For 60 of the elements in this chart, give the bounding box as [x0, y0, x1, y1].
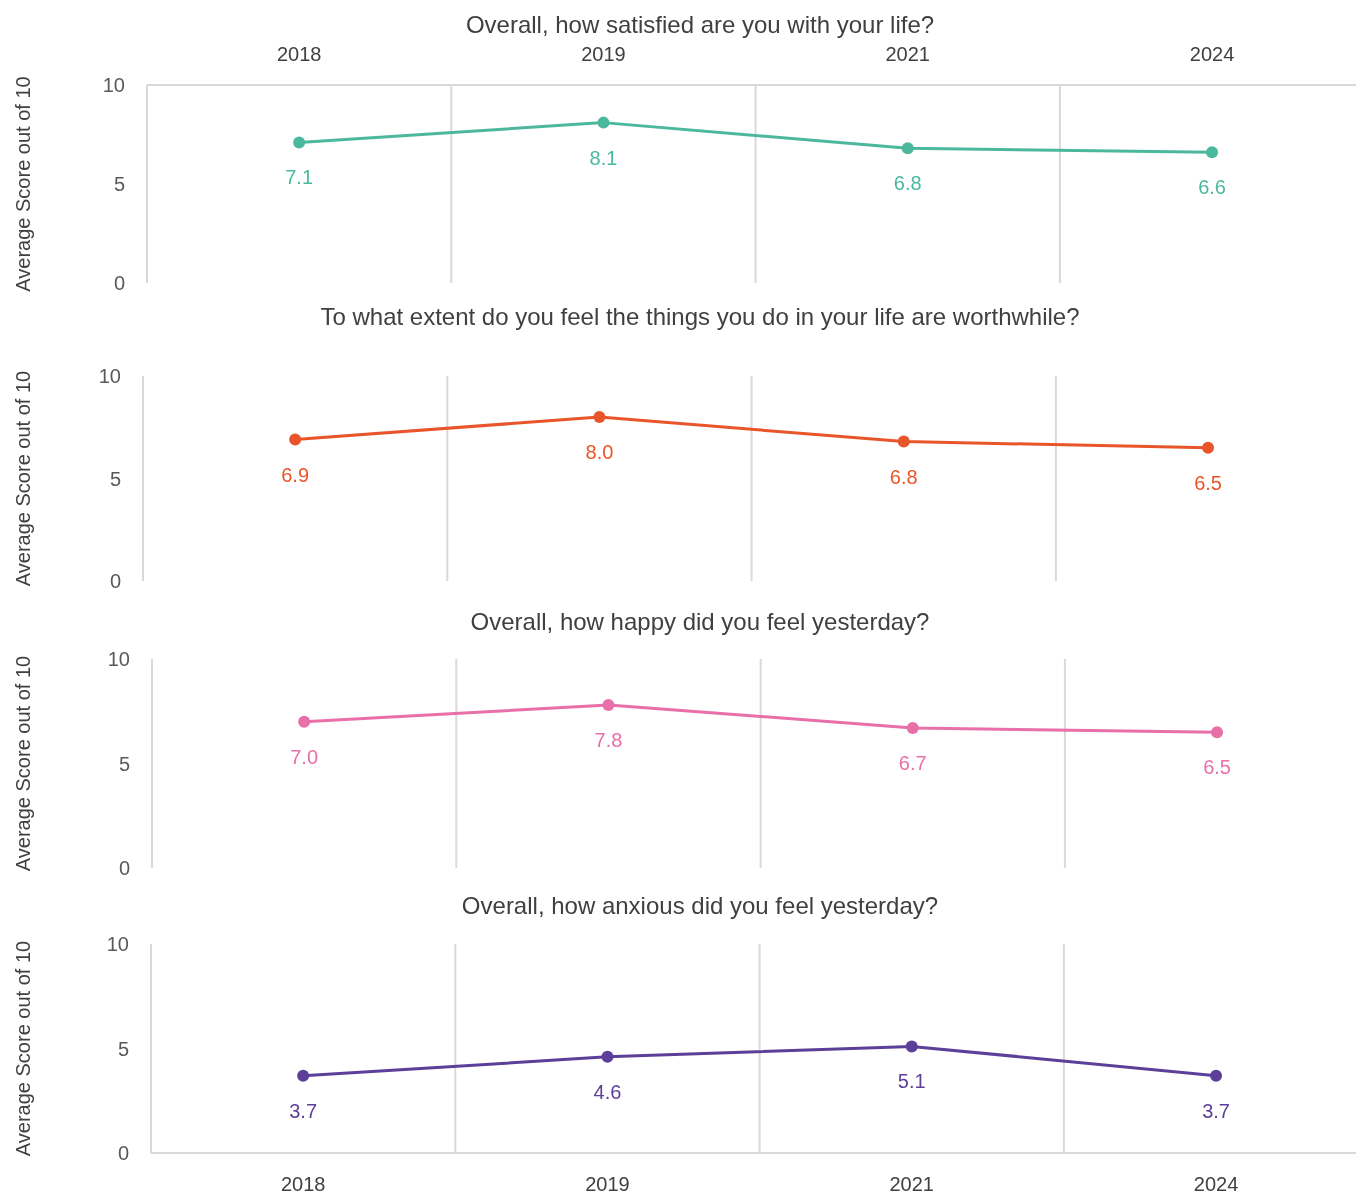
- y-tick-label: 0: [113, 272, 125, 294]
- chart-title: Overall, how happy did you feel yesterday?: [470, 608, 930, 635]
- point: [593, 411, 606, 423]
- y-tick-label: 5: [117, 1037, 129, 1060]
- y-tick-label: 10: [98, 365, 121, 387]
- data-label: 6.5: [1194, 471, 1222, 494]
- x-tick-label: 2019: [585, 1173, 630, 1193]
- point: [293, 136, 306, 149]
- point: [1206, 146, 1219, 159]
- point: [901, 142, 914, 155]
- data-label: 8.1: [589, 146, 618, 169]
- data-label: 3.7: [289, 1099, 318, 1122]
- chart-title: To what extent do you feel the things you do in your life are worthwhile?: [320, 303, 1080, 330]
- y-tick-label: 5: [109, 467, 121, 490]
- x-tick-label: 2024: [1193, 1173, 1239, 1193]
- data-label: 6.8: [893, 172, 922, 195]
- point: [597, 116, 610, 129]
- y-axis-title: Average Score out of 10: [12, 655, 34, 872]
- y-tick-label: 5: [118, 752, 130, 775]
- x-tick-label: 2021: [889, 1173, 934, 1193]
- data-label: 7.0: [290, 745, 319, 768]
- y-tick-label: 0: [117, 1142, 129, 1164]
- y-tick-label: 10: [107, 648, 130, 670]
- x-tick-label: 2018: [280, 1173, 326, 1193]
- y-axis-title: Average Score out of 10: [12, 76, 34, 292]
- point: [601, 1050, 614, 1063]
- y-tick-label: 10: [106, 933, 129, 955]
- x-tick-label: 2019: [581, 43, 626, 65]
- point: [897, 435, 910, 448]
- data-label: 6.6: [1198, 176, 1226, 199]
- y-tick-label: 10: [102, 74, 125, 96]
- data-label: 3.7: [1202, 1099, 1230, 1122]
- point: [1202, 441, 1215, 454]
- data-label: 4.6: [593, 1080, 622, 1103]
- x-tick-label: 2018: [276, 43, 322, 65]
- point: [905, 1040, 918, 1053]
- chart-title: Overall, how anxious did you feel yesterday?: [461, 892, 939, 919]
- y-tick-label: 5: [113, 173, 125, 195]
- point: [906, 721, 919, 734]
- data-label: 6.8: [889, 465, 918, 488]
- y-axis-title: Average Score out of 10: [12, 370, 34, 587]
- data-label: 6.5: [1203, 756, 1231, 779]
- x-tick-label: 2024: [1189, 43, 1235, 65]
- point: [289, 433, 302, 446]
- data-label: 8.0: [585, 441, 614, 463]
- point: [602, 698, 615, 711]
- y-tick-label: 0: [118, 857, 130, 879]
- point: [1210, 1069, 1223, 1082]
- y-tick-label: 0: [109, 570, 121, 592]
- point: [298, 715, 311, 728]
- data-label: 6.7: [898, 751, 927, 774]
- data-label: 7.8: [594, 728, 623, 751]
- data-label: 5.1: [897, 1070, 926, 1093]
- data-label: 6.9: [281, 463, 310, 486]
- x-tick-label: 2021: [885, 43, 930, 65]
- point: [1211, 726, 1224, 739]
- data-label: 7.1: [285, 166, 314, 189]
- chart-title: Overall, how satisfied are you with your life?: [465, 11, 935, 38]
- point: [297, 1069, 310, 1082]
- y-axis-title: Average Score out of 10: [12, 940, 34, 1157]
